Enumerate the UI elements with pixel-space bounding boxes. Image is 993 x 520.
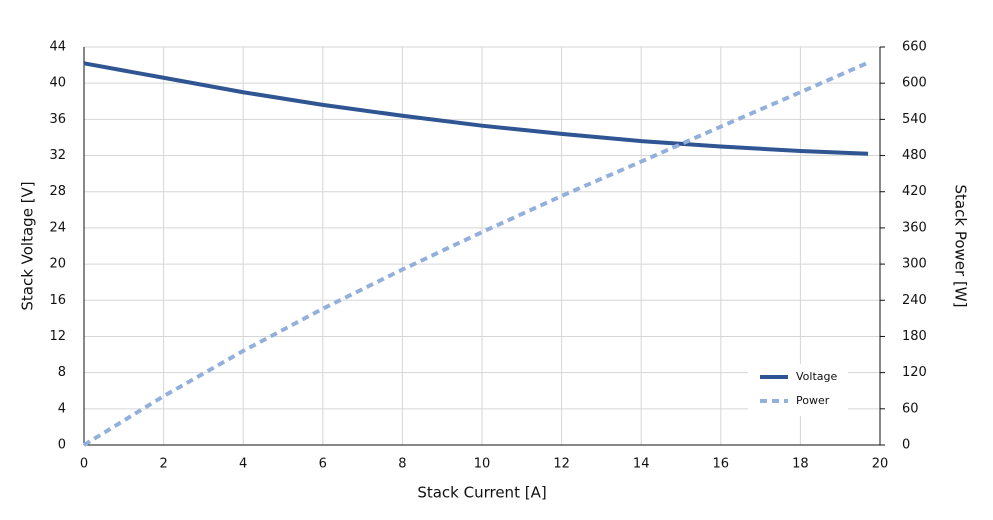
y2-tick-label: 60: [902, 401, 919, 416]
y-tick-label: 12: [49, 329, 66, 344]
y-tick-label: 36: [49, 112, 66, 127]
y-tick-label: 20: [49, 257, 66, 272]
x-tick-label: 14: [633, 457, 650, 472]
x-tick-label: 0: [80, 457, 88, 472]
y2-tick-label: 0: [902, 438, 910, 453]
y2-tick-label: 600: [902, 76, 927, 91]
x-tick-label: 16: [713, 457, 730, 472]
y-tick-label: 28: [49, 184, 66, 199]
y2-tick-label: 300: [902, 257, 927, 272]
x-tick-label: 18: [792, 457, 809, 472]
y-tick-label: 32: [49, 148, 66, 163]
x-axis-label: Stack Current [A]: [417, 484, 546, 502]
x-tick-label: 20: [872, 457, 889, 472]
y2-axis-label: Stack Power [W]: [952, 185, 970, 308]
x-tick-label: 8: [398, 457, 406, 472]
legend-label: Power: [796, 394, 830, 407]
legend-label: Voltage: [796, 370, 837, 383]
x-tick-label: 10: [474, 457, 491, 472]
y2-tick-label: 480: [902, 148, 927, 163]
x-tick-label: 12: [553, 457, 570, 472]
y-tick-label: 8: [58, 365, 66, 380]
y-tick-label: 40: [49, 76, 66, 91]
y2-tick-label: 180: [902, 329, 927, 344]
x-tick-label: 2: [159, 457, 167, 472]
y2-tick-label: 120: [902, 365, 927, 380]
y-tick-label: 24: [49, 220, 66, 235]
y2-tick-label: 420: [902, 184, 927, 199]
series-line: [83, 61, 869, 156]
legend-box: [748, 364, 848, 416]
x-tick-label: 4: [239, 457, 247, 472]
x-tick-label: 6: [319, 457, 327, 472]
y2-tick-label: 660: [902, 40, 927, 55]
y-tick-label: 0: [58, 438, 66, 453]
y2-tick-label: 240: [902, 293, 927, 308]
y-tick-label: 44: [49, 40, 66, 55]
y-axis-label: Stack Voltage [V]: [19, 181, 37, 310]
y2-tick-label: 360: [902, 220, 927, 235]
y-tick-label: 16: [49, 293, 66, 308]
y2-tick-label: 540: [902, 112, 927, 127]
y-tick-label: 4: [58, 401, 66, 416]
